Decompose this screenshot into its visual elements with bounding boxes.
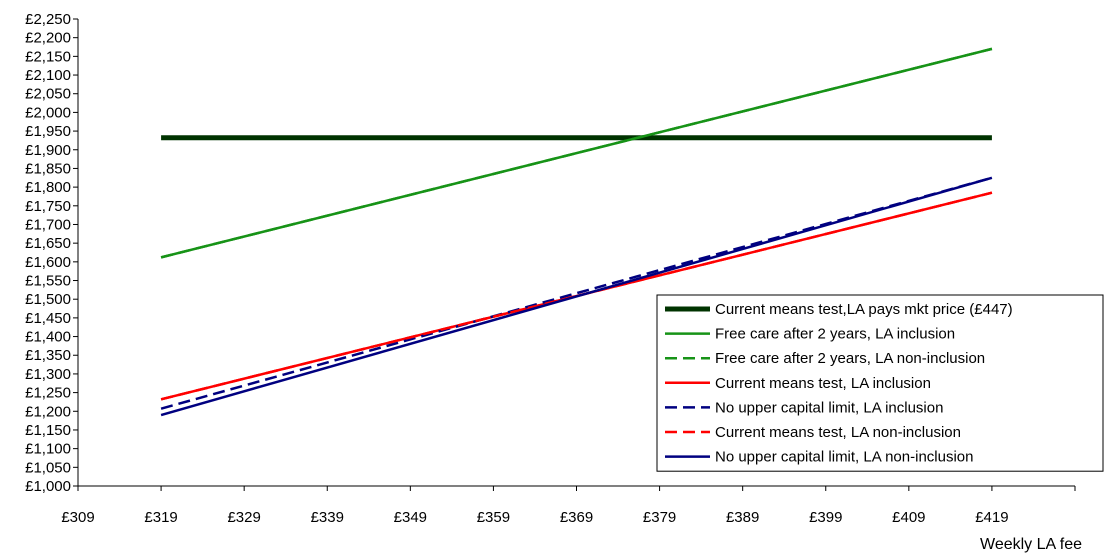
y-tick-label: £1,300 (25, 366, 71, 383)
y-tick-label: £1,150 (25, 422, 71, 439)
y-tick-label: £1,250 (25, 385, 71, 402)
x-tick-label: £409 (892, 509, 925, 526)
y-tick-label: £2,250 (25, 11, 71, 28)
x-tick-label: £339 (311, 509, 344, 526)
legend-label: Free care after 2 years, LA non-inclusio… (715, 350, 985, 367)
y-tick-label: £2,050 (25, 86, 71, 103)
y-tick-label: £1,600 (25, 254, 71, 271)
legend-label: Current means test,LA pays mkt price (£4… (715, 301, 1013, 318)
y-tick-label: £1,750 (25, 198, 71, 215)
x-axis-title: Weekly LA fee (980, 536, 1082, 553)
legend-box (656, 294, 1104, 472)
x-tick-label: £389 (726, 509, 759, 526)
x-tick-label: £359 (477, 509, 510, 526)
y-tick-label: £1,900 (25, 142, 71, 159)
y-tick-label: £2,200 (25, 30, 71, 47)
y-tick-label: £2,100 (25, 67, 71, 84)
x-tick-label: £329 (227, 509, 260, 526)
y-tick-label: £2,150 (25, 48, 71, 65)
legend-label: Free care after 2 years, LA inclusion (715, 326, 955, 343)
legend-label: Current means test, LA non-inclusion (715, 424, 961, 441)
y-tick-label: £1,100 (25, 441, 71, 458)
y-tick-label: £1,500 (25, 291, 71, 308)
y-tick-label: £1,550 (25, 273, 71, 290)
y-tick-label: £1,450 (25, 310, 71, 327)
y-tick-label: £1,400 (25, 329, 71, 346)
y-tick-label: £1,650 (25, 235, 71, 252)
series-line-7 (160, 176, 993, 417)
legend-label: Current means test, LA inclusion (715, 375, 931, 392)
x-axis: £309 £319 £329 £339 £349 £359 £369 £379 £389 £399… (61, 485, 1076, 526)
series-line-3 (160, 47, 993, 259)
y-tick-label: £1,050 (25, 459, 71, 476)
x-tick-label: £319 (144, 509, 177, 526)
legend-label: No upper capital limit, LA non-inclusion (715, 449, 973, 466)
y-tick-label: £1,800 (25, 179, 71, 196)
y-tick-label: £1,850 (25, 160, 71, 177)
plot-lines (160, 47, 993, 417)
legend: Current means test,LA pays mkt price (£4… (656, 294, 1104, 472)
y-tick-label: £1,000 (25, 478, 71, 495)
y-tick-label: £2,000 (25, 104, 71, 121)
y-axis: £1,000 £1,050£1,100 £1,150 £1,200£1,250 £1,3… (25, 11, 79, 495)
y-tick-label: £1,200 (25, 403, 71, 420)
x-tick-label: £349 (394, 509, 427, 526)
y-tick-label: £1,950 (25, 123, 71, 140)
x-tick-label: £379 (643, 509, 676, 526)
legend-label: No upper capital limit, LA inclusion (715, 399, 943, 416)
x-tick-label: £369 (560, 509, 593, 526)
y-tick-label: £1,350 (25, 347, 71, 364)
y-tick-label: £1,700 (25, 216, 71, 233)
x-tick-label: £399 (809, 509, 842, 526)
series-line-6 (160, 191, 993, 401)
x-tick-label: £419 (975, 509, 1008, 526)
x-tick-label: £309 (61, 509, 94, 526)
